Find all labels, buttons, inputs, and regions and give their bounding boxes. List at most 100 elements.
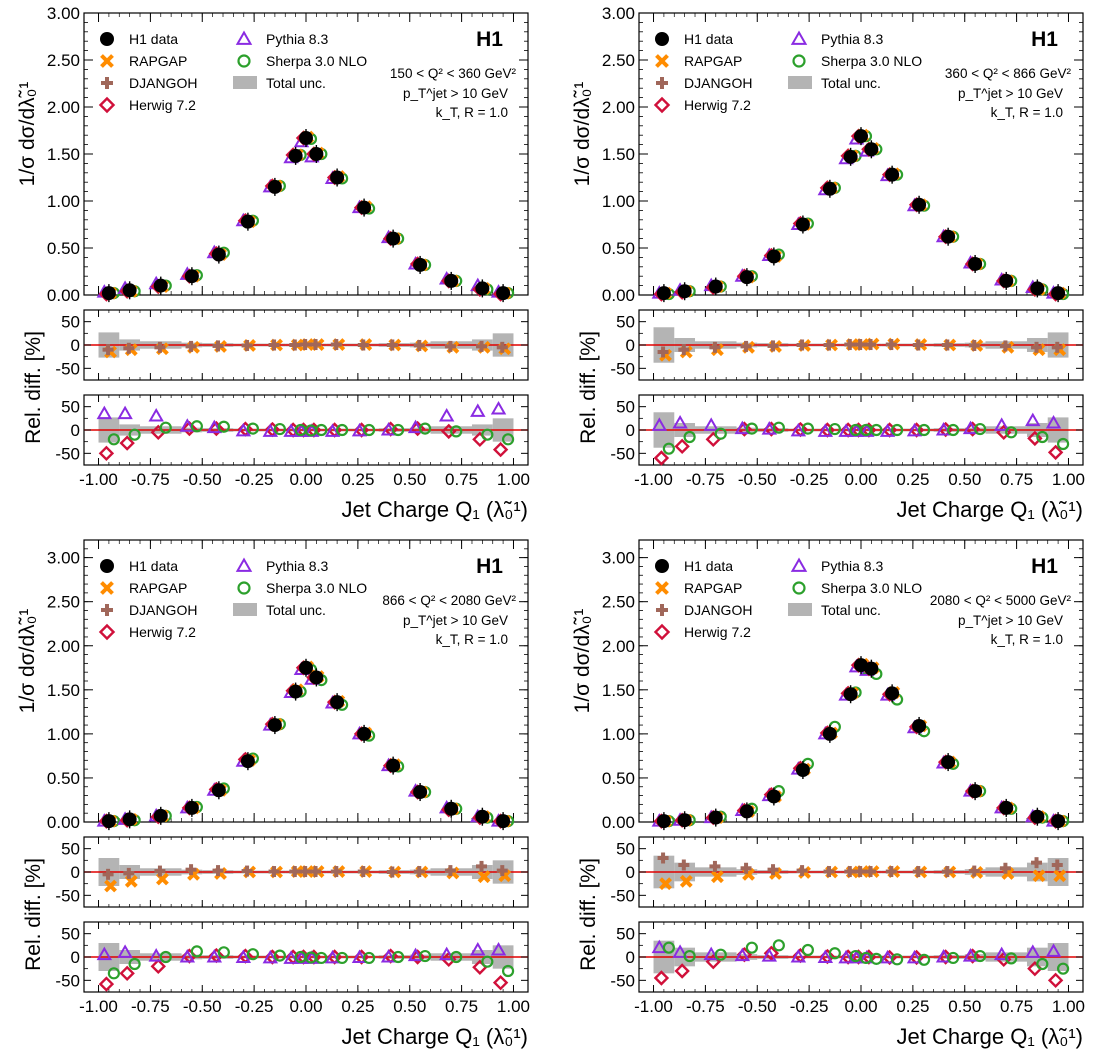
legend-marker bbox=[792, 54, 806, 68]
x-cross-stroke-b bbox=[187, 867, 200, 881]
legend-total-unc-swatch bbox=[788, 603, 812, 616]
ratio-point bbox=[1056, 437, 1070, 451]
jet-algorithm-label: k_T, R = 1.0 bbox=[991, 632, 1063, 647]
ratio-point bbox=[123, 342, 135, 354]
ratio-y-axis-label: Rel. diff. [%] bbox=[22, 331, 45, 444]
ratio-point bbox=[790, 422, 807, 437]
legend-marker bbox=[656, 77, 668, 89]
x-tick-label: 0.75 bbox=[445, 470, 478, 489]
ratio-point bbox=[104, 879, 117, 893]
ratio-point bbox=[283, 423, 299, 437]
x-cross-stroke-b bbox=[659, 348, 672, 362]
ratio-point bbox=[912, 339, 924, 351]
ratio-y-tick-label: -50 bbox=[55, 444, 80, 463]
ratio-y-tick-label: 0 bbox=[71, 336, 80, 355]
x-tick-label: 0.75 bbox=[445, 997, 478, 1016]
y-tick-label: 3.00 bbox=[47, 549, 80, 568]
x-tick-label: -0.25 bbox=[235, 997, 274, 1016]
x-tick-label: -0.50 bbox=[183, 470, 222, 489]
y-tick-label: 1.50 bbox=[47, 681, 80, 700]
ratio-point bbox=[438, 946, 455, 961]
ratio-panel-generators: -50 0 50 bbox=[610, 836, 1084, 908]
ratio-point bbox=[740, 862, 752, 874]
x-tick-label: -0.75 bbox=[131, 470, 170, 489]
y-axis-label: 1/σ dσ/dλ̃₀¹ bbox=[571, 609, 594, 714]
ratio-point bbox=[386, 339, 398, 351]
ratio-point bbox=[179, 418, 196, 432]
ratio-point bbox=[283, 950, 299, 964]
ratio-point bbox=[96, 946, 113, 961]
ratio-point bbox=[444, 865, 456, 877]
ratio-point bbox=[679, 874, 693, 888]
ratio-point bbox=[154, 865, 166, 877]
x-tick-label: -1.00 bbox=[634, 470, 673, 489]
ratio-point bbox=[262, 423, 279, 437]
ratio-y-tick-label: 0 bbox=[71, 863, 80, 882]
y-tick-label: 1.50 bbox=[602, 681, 635, 700]
ratio-point bbox=[190, 945, 203, 958]
x-tick-label: -0.50 bbox=[738, 997, 777, 1016]
ratio-point bbox=[444, 340, 456, 352]
x-tick-label: 1.00 bbox=[1052, 997, 1085, 1016]
x-tick-label: 1.00 bbox=[497, 470, 530, 489]
experiment-label: H1 bbox=[476, 28, 503, 51]
ratio-point bbox=[492, 441, 509, 458]
pt-cut-label: p_T^jet > 10 GeV bbox=[403, 86, 508, 101]
ratio-point bbox=[1047, 444, 1064, 461]
legend-label: H1 data bbox=[129, 558, 178, 574]
y-tick-label: 2.50 bbox=[47, 51, 80, 70]
ratio-panel-generators: -50 0 50 bbox=[55, 836, 529, 908]
ratio-point bbox=[1036, 430, 1049, 444]
x-tick-label: -0.75 bbox=[686, 997, 725, 1016]
ratio-point bbox=[330, 339, 342, 351]
ratio-y-tick-label: 0 bbox=[71, 948, 80, 967]
ratio-point bbox=[870, 423, 883, 437]
ratio-point bbox=[418, 422, 432, 435]
legend-label: Herwig 7.2 bbox=[684, 624, 751, 640]
ratio-point bbox=[651, 939, 668, 954]
legend-marker bbox=[790, 30, 808, 45]
y-tick-label: 1.50 bbox=[47, 145, 80, 164]
x-tick-label: -1.00 bbox=[634, 997, 673, 1016]
ratio-point bbox=[941, 866, 953, 878]
y-tick-label: 3.00 bbox=[602, 549, 635, 568]
ratio-point bbox=[823, 866, 835, 878]
ratio-y-axis-label: Rel. diff. [%] bbox=[577, 858, 600, 971]
ratio-point bbox=[324, 949, 341, 964]
legend-label: Pythia 8.3 bbox=[821, 31, 883, 47]
ratio-point bbox=[246, 422, 259, 435]
x-cross-stroke-b bbox=[498, 869, 512, 883]
x-tick-label: 0.00 bbox=[844, 997, 877, 1016]
ratio-point bbox=[711, 870, 724, 884]
ratio-point bbox=[828, 947, 841, 960]
ratio-point bbox=[912, 866, 924, 878]
x-cross-stroke-b bbox=[100, 581, 114, 595]
x-cross-stroke-b bbox=[477, 870, 491, 884]
ratio-panel-generators: -50 0 50 bbox=[55, 309, 529, 381]
ratio-y-axis-label: Rel. diff. [%] bbox=[22, 858, 45, 971]
x-tick-label: 1.00 bbox=[497, 997, 530, 1016]
ratio-point bbox=[181, 420, 198, 437]
pt-cut-label: p_T^jet > 10 GeV bbox=[403, 613, 508, 628]
ratio-point bbox=[190, 420, 203, 433]
ratio-point bbox=[490, 400, 507, 415]
series-h1-data bbox=[656, 127, 1066, 303]
q2-region-label: 866 < Q² < 2080 GeV² bbox=[382, 593, 516, 608]
ratio-point bbox=[123, 867, 135, 879]
legend-marker bbox=[100, 559, 114, 573]
ratio-point bbox=[1051, 341, 1063, 353]
x-tick-label: 0.50 bbox=[948, 470, 981, 489]
ratio-point bbox=[1005, 952, 1018, 965]
ratio-point bbox=[159, 421, 172, 434]
y-tick-label: 1.00 bbox=[47, 192, 80, 211]
y-tick-label: 0.50 bbox=[602, 769, 635, 788]
ratio-point bbox=[854, 339, 866, 351]
ratio-point bbox=[993, 946, 1010, 961]
ratio-point bbox=[336, 423, 349, 437]
ratio-point bbox=[763, 945, 780, 961]
ratio-point bbox=[1027, 430, 1043, 447]
x-tick-label: 0.25 bbox=[896, 997, 929, 1016]
y-tick-label: 0.00 bbox=[602, 813, 635, 832]
x-cross-stroke-b bbox=[679, 874, 693, 888]
